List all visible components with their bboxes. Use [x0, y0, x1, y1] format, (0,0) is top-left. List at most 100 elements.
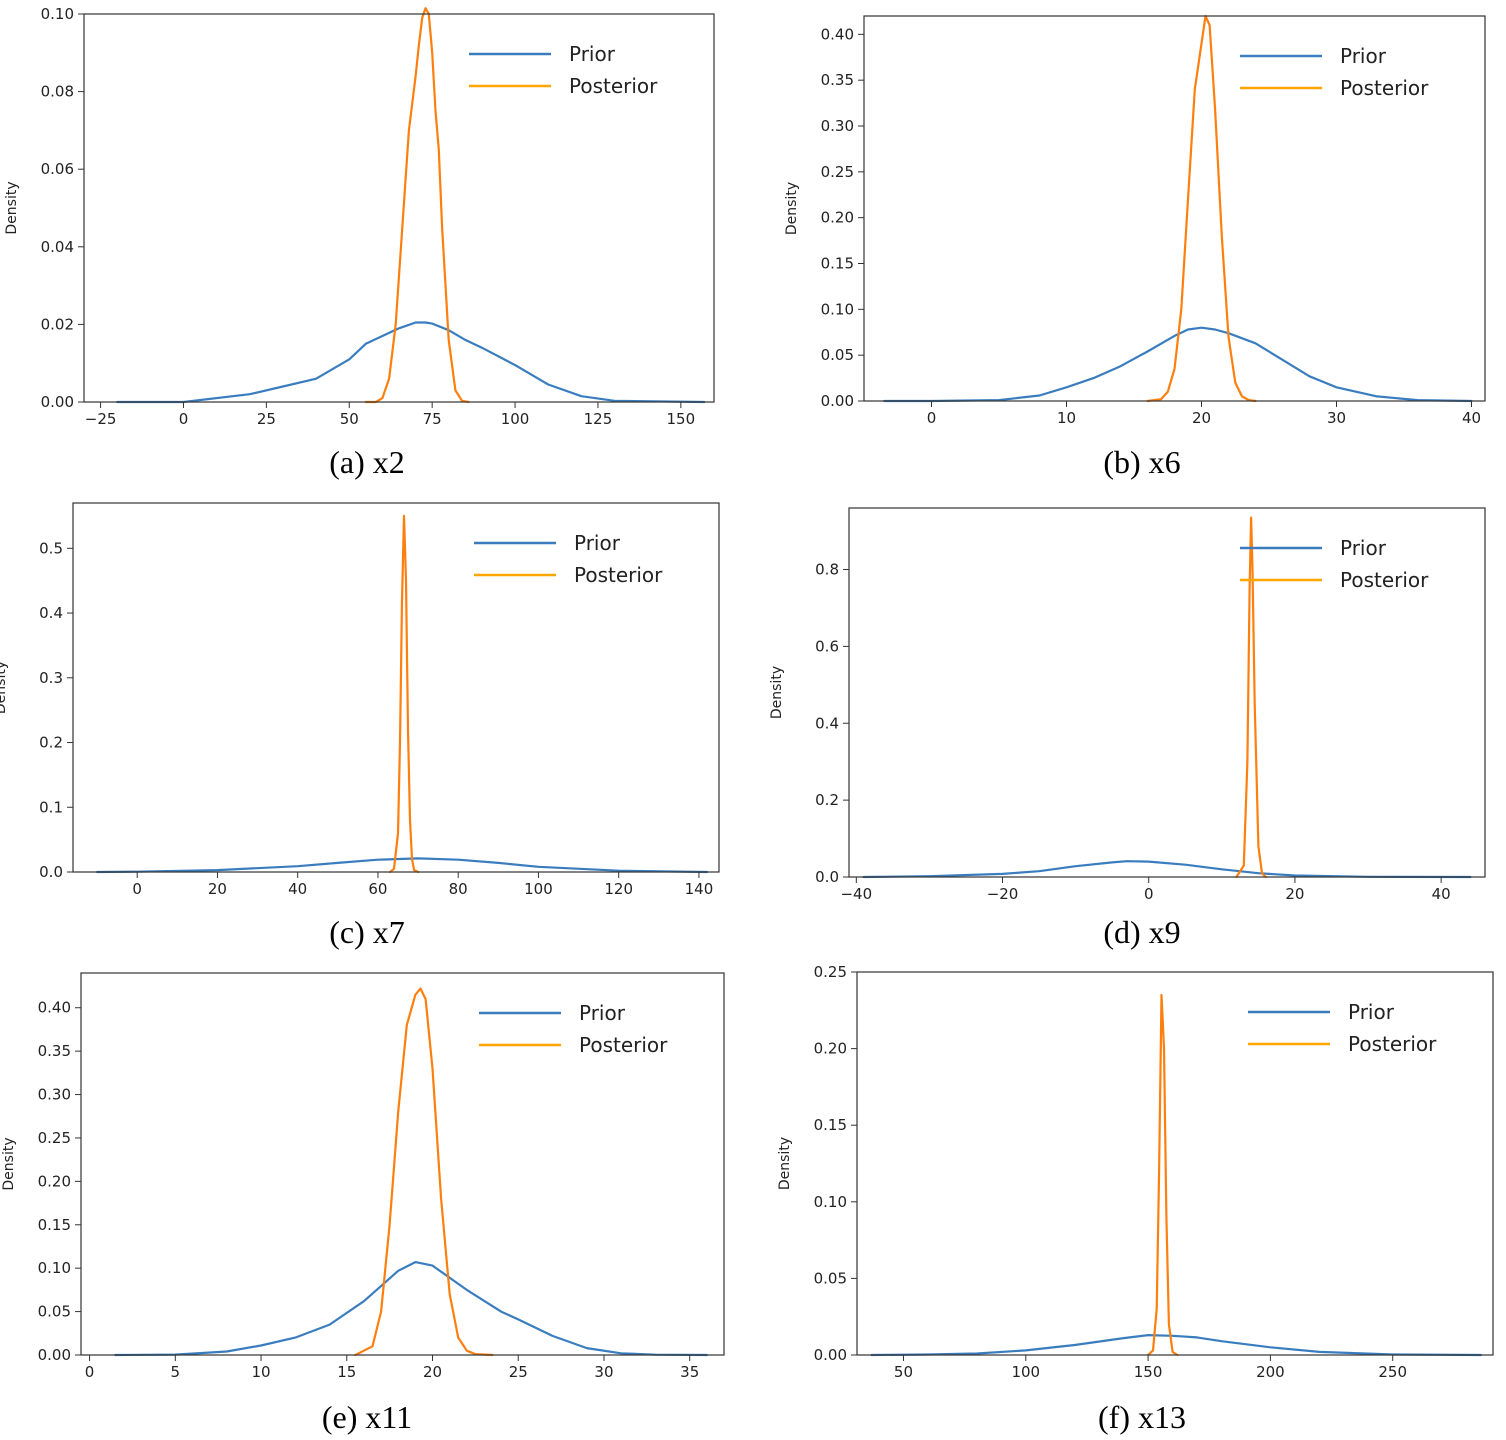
axes-frame [83, 13, 715, 403]
x-tick-label: 60 [368, 880, 387, 898]
y-tick-label: 0.02 [41, 315, 74, 333]
posterior-series-line [354, 987, 494, 1357]
y-tick-label: 0.25 [821, 163, 854, 181]
prior-series-line [883, 326, 1473, 403]
x-tick-label: 50 [894, 1363, 913, 1381]
x-tick-label: 200 [1256, 1363, 1285, 1381]
y-tick-label: 0.10 [41, 5, 74, 23]
x-tick-label: 0 [1144, 885, 1154, 903]
legend-label-prior: Prior [579, 1001, 626, 1025]
panel-caption: (f) x13 [1098, 1399, 1186, 1435]
y-axis-label: Density [769, 666, 785, 719]
x-tick-label: 20 [1192, 409, 1211, 427]
y-tick-label: 0.10 [38, 1259, 71, 1277]
x-tick-label: 30 [594, 1363, 613, 1381]
x-tick-label: 20 [208, 880, 227, 898]
y-tick-label: 0.08 [41, 83, 74, 101]
x-tick-label: −40 [840, 885, 872, 903]
x-tick-label: 0 [85, 1363, 95, 1381]
x-tick-label: 20 [1285, 885, 1304, 903]
y-tick-label: 0.15 [814, 1116, 847, 1134]
chart-panel-1: −25 0 25 50 75 100 125 150 0.00 0.02 0.04 0.06 0.08 0… [4, 5, 715, 480]
x-tick-label: 30 [1327, 409, 1346, 427]
y-tick-label: 0.04 [41, 238, 74, 256]
y-tick-label: 0.05 [814, 1269, 847, 1287]
panel-caption: (a) x2 [329, 444, 405, 480]
x-tick-label: 80 [449, 880, 468, 898]
posterior-series-line [364, 7, 470, 404]
prior-series-line [870, 1333, 1482, 1357]
panel-caption: (b) x6 [1103, 444, 1180, 480]
y-tick-label: 0.20 [814, 1040, 847, 1058]
legend-label-posterior: Posterior [1348, 1032, 1437, 1056]
x-tick-label: 50 [340, 410, 359, 428]
y-tick-label: 0.2 [815, 791, 839, 809]
axes-frame [856, 971, 1494, 1356]
y-tick-label: 0.00 [821, 392, 854, 410]
y-tick-label: 0.0 [815, 868, 839, 886]
y-tick-label: 0.0 [39, 863, 63, 881]
x-tick-label: 75 [423, 410, 442, 428]
x-tick-label: 40 [1432, 885, 1451, 903]
x-tick-label: 250 [1378, 1363, 1407, 1381]
y-tick-label: 0.20 [821, 209, 854, 227]
chart-panel-4: −40 −20 0 20 40 0.0 0.2 0.4 0.6 0.8 Density Prior Po… [769, 507, 1486, 950]
legend-label-posterior: Posterior [1340, 568, 1429, 592]
prior-series-line [95, 857, 709, 874]
y-tick-label: 0.40 [38, 999, 71, 1017]
prior-series-line [114, 1260, 709, 1357]
chart-panel-5: 0 5 10 15 20 25 30 35 0.00 0.05 0.10 0.15 0.20 0.25 0.… [1, 972, 725, 1435]
x-tick-label: −20 [987, 885, 1019, 903]
chart-panel-2: 0 10 20 30 40 0.00 0.05 0.10 0.15 0.20 0.25 0.30 0.3… [784, 14, 1486, 480]
x-tick-label: 15 [337, 1363, 356, 1381]
posterior-series-line [1146, 993, 1179, 1357]
x-tick-label: 25 [509, 1363, 528, 1381]
legend-label-prior: Prior [1348, 1000, 1395, 1024]
chart-panel-3: 0 20 40 60 80 100 120 140 0.0 0.1 0.2 0.3 0.4 0.5 Dens… [0, 502, 720, 950]
y-tick-label: 0.8 [815, 561, 839, 579]
y-tick-label: 0.06 [41, 160, 74, 178]
y-tick-label: 0.15 [821, 255, 854, 273]
y-tick-label: 0.00 [41, 393, 74, 411]
y-tick-label: 0.30 [38, 1086, 71, 1104]
x-tick-label: 25 [257, 410, 276, 428]
legend-label-prior: Prior [574, 531, 621, 555]
x-tick-label: 10 [251, 1363, 270, 1381]
x-tick-label: 150 [667, 410, 696, 428]
y-tick-label: 0.1 [39, 798, 63, 816]
y-tick-label: 0.5 [39, 539, 63, 557]
y-tick-label: 0.10 [814, 1193, 847, 1211]
legend-label-prior: Prior [1340, 536, 1387, 560]
y-tick-label: 0.35 [821, 71, 854, 89]
y-tick-label: 0.35 [38, 1042, 71, 1060]
legend-label-posterior: Posterior [579, 1033, 668, 1057]
y-tick-label: 0.30 [821, 117, 854, 135]
y-tick-label: 0.4 [39, 604, 63, 622]
axes-frame [80, 972, 725, 1356]
legend-label-posterior: Posterior [1340, 76, 1429, 100]
axes-frame [72, 502, 720, 873]
prior-series-line [862, 860, 1472, 879]
axes-frame [848, 507, 1486, 878]
x-tick-label: 100 [1011, 1363, 1040, 1381]
x-tick-label: 120 [604, 880, 633, 898]
x-tick-label: 100 [524, 880, 553, 898]
x-tick-label: 0 [179, 410, 189, 428]
x-tick-label: 125 [584, 410, 613, 428]
y-tick-label: 0.05 [821, 346, 854, 364]
legend-label-prior: Prior [569, 42, 616, 66]
y-tick-label: 0.05 [38, 1303, 71, 1321]
x-tick-label: 150 [1134, 1363, 1163, 1381]
x-tick-label: 5 [171, 1363, 181, 1381]
y-axis-label: Density [0, 661, 9, 714]
y-axis-label: Density [4, 181, 20, 234]
y-axis-label: Density [777, 1137, 793, 1190]
x-tick-label: 10 [1057, 409, 1076, 427]
x-tick-label: 20 [423, 1363, 442, 1381]
x-tick-label: 140 [685, 880, 714, 898]
posterior-series-line [1235, 516, 1267, 879]
x-tick-label: 0 [132, 880, 142, 898]
y-tick-label: 0.25 [814, 963, 847, 981]
legend-label-prior: Prior [1340, 44, 1387, 68]
y-tick-label: 0.00 [38, 1346, 71, 1364]
